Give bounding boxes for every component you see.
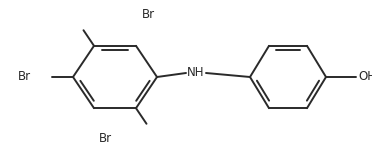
Text: OH: OH	[358, 71, 372, 84]
Text: Br: Br	[18, 71, 31, 84]
Text: Br: Br	[141, 8, 154, 21]
Text: NH: NH	[187, 66, 205, 80]
Text: Br: Br	[99, 132, 112, 145]
